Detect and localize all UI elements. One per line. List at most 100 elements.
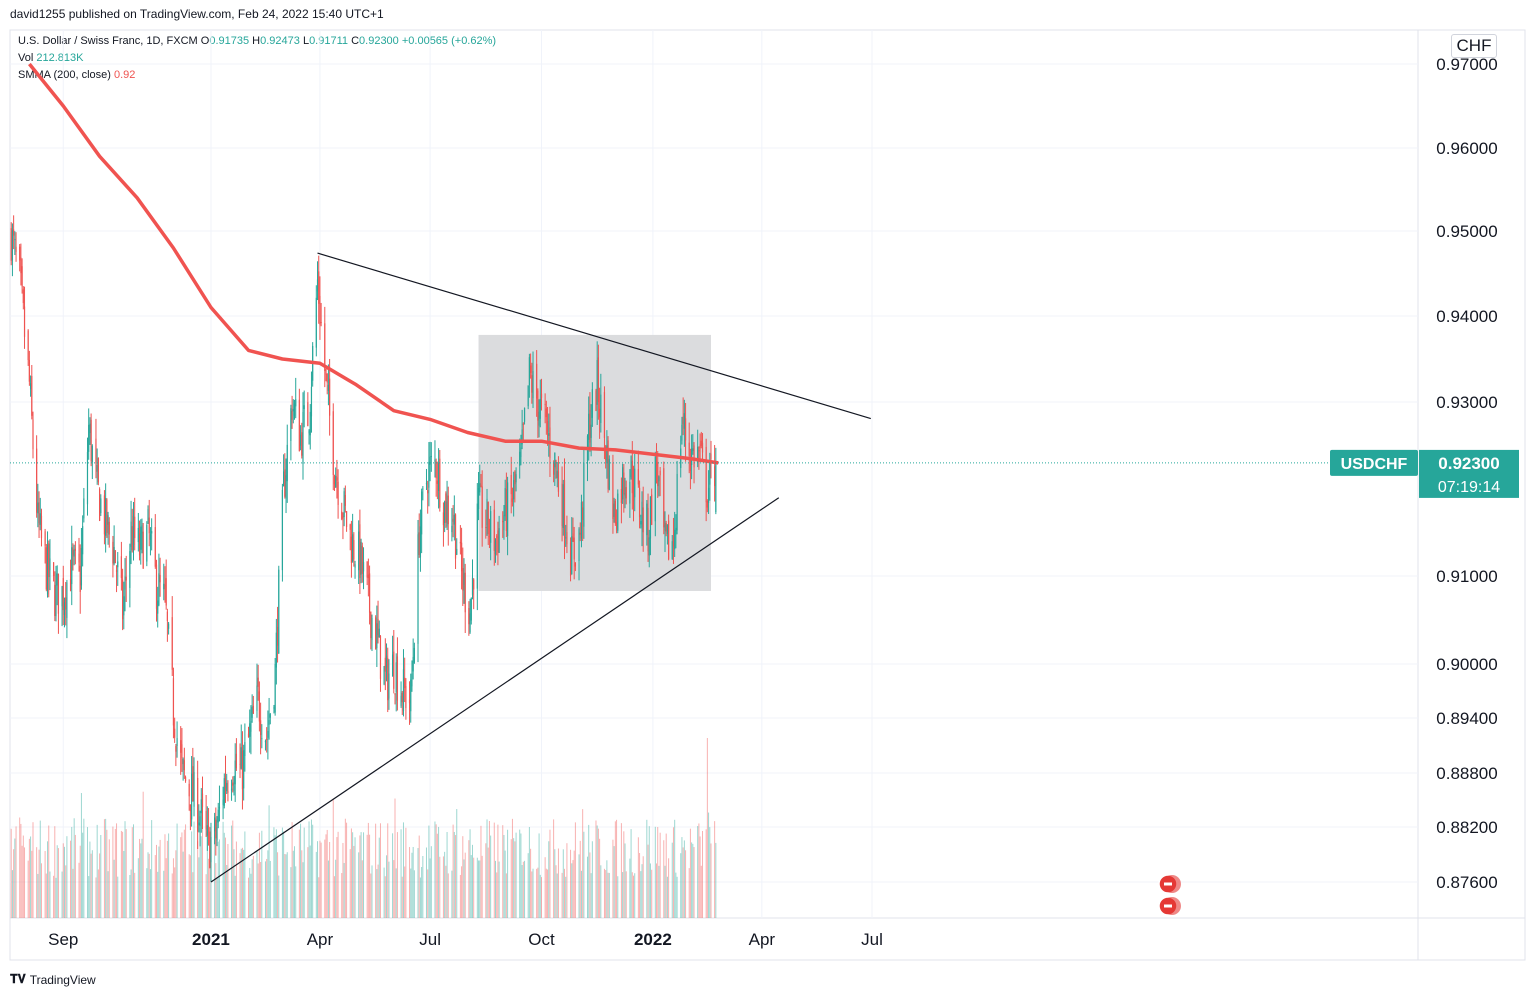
candle-body [411,673,413,687]
candle-body [460,542,463,572]
candle-body [437,462,440,491]
candle-body [603,392,606,438]
candle-body [502,521,504,523]
change-value: +0.00565 (+0.62%) [401,35,497,47]
candle-body [510,474,512,495]
candle-body [485,527,487,529]
candle-body [260,720,262,736]
candle-body [45,547,47,590]
candle-body [31,376,33,416]
candle-body [359,524,361,579]
candle-body [123,596,125,616]
candle-body [539,398,541,419]
candle-body [146,524,148,562]
candle-body [649,496,652,539]
y-tick-label: 0.87600 [1436,873,1497,892]
candle-body [473,579,475,590]
candle-body [706,500,708,508]
volume-bars [10,738,717,918]
candle-body [605,446,607,461]
candle-body [405,686,407,709]
candle-body [247,733,250,738]
candle-body [226,782,228,792]
candle-body [532,371,534,399]
candle-body [641,501,643,528]
candle-body [536,363,538,399]
candle-body [36,448,38,513]
candle-body [394,693,396,695]
x-tick-label: Apr [307,930,334,949]
candle-body [278,569,280,654]
candle-body [258,691,261,722]
ascending-trendline [210,497,780,883]
swiss-flag-icon-bar [1164,882,1172,886]
candle-body [367,574,369,579]
candle-body [40,515,43,538]
candle-body [691,448,693,466]
price-tag-text: 0.92300 [1438,454,1499,473]
candle-body [634,468,636,498]
candle-body [647,507,649,552]
candle-body [640,521,642,525]
candle-body [699,444,701,449]
currency-badge[interactable]: CHF [1451,34,1497,58]
candle-body [308,430,310,434]
candle-body [251,707,253,718]
y-tick-label: 0.94000 [1436,307,1497,326]
candle-body [528,357,530,385]
candle-body [445,493,447,523]
candle-body [671,541,673,560]
candle-body [284,469,286,497]
candle-body [269,714,271,718]
candle-body [240,747,242,769]
candle-body [57,573,60,614]
y-tick-label: 0.90000 [1436,655,1497,674]
candle-body [113,546,115,564]
candle-body [55,580,57,617]
candle-body [666,524,669,534]
footer-brand[interactable]: 𝐓𝐕 TradingView [10,972,96,987]
candle-body [537,390,539,421]
candle-body [215,819,217,839]
y-tick-label: 0.96000 [1436,139,1497,158]
volume-legend-row[interactable]: Vol 212.813K [18,52,84,64]
candle-body [325,369,327,375]
candle-body [548,433,550,436]
candle-body [273,707,275,709]
candle-body [413,647,415,663]
candle-body [78,553,80,563]
candle-body [519,451,521,466]
candle-body [655,462,658,466]
candle-body [151,531,153,534]
candle-body [301,432,303,456]
candle-body [393,651,395,689]
candle-body [376,623,378,649]
candle-body [614,500,616,524]
candle-body [193,772,195,807]
smma-200-line [28,62,719,465]
candle-body [266,738,268,741]
candle-body [88,424,90,452]
candle-body [353,540,355,560]
candle-body [20,257,22,274]
candle-body [283,471,285,487]
candle-body [268,720,270,725]
candle-body [700,440,702,446]
candle-body [11,230,14,261]
y-tick-label: 0.93000 [1436,393,1497,412]
candle-body [418,532,420,555]
candle-body [105,498,107,536]
x-tick-label: Jul [419,930,441,949]
candle-body [114,550,116,564]
candle-body [349,524,351,530]
candle-body [232,782,234,786]
candle-body [303,405,305,410]
candle-body [28,359,30,382]
candle-body [218,806,221,809]
y-tick-label: 0.95000 [1436,222,1497,241]
candle-body [166,611,168,621]
candle-body [21,266,23,287]
candle-body [595,390,597,411]
candle-body [222,799,224,805]
